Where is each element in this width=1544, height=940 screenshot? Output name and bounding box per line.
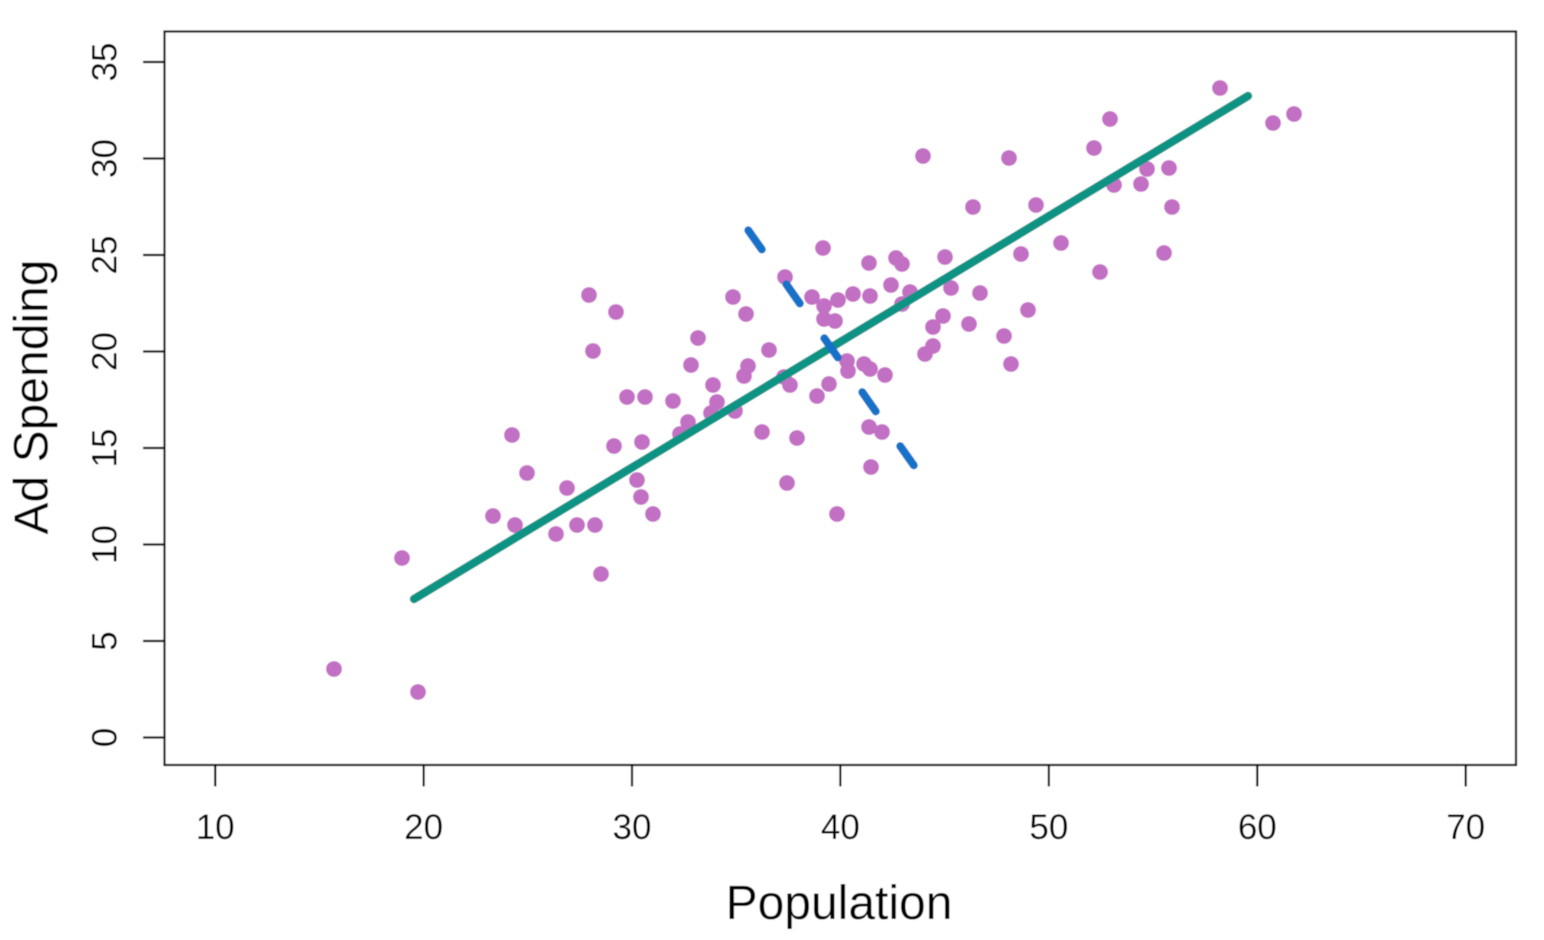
svg-text:25: 25 bbox=[86, 236, 125, 275]
svg-text:10: 10 bbox=[196, 808, 235, 847]
svg-text:Ad Spending: Ad Spending bbox=[6, 260, 59, 535]
svg-text:0: 0 bbox=[86, 728, 125, 747]
svg-text:5: 5 bbox=[86, 631, 125, 650]
svg-text:50: 50 bbox=[1029, 808, 1068, 847]
svg-text:30: 30 bbox=[86, 139, 125, 178]
svg-text:35: 35 bbox=[86, 43, 125, 82]
svg-text:30: 30 bbox=[613, 808, 652, 847]
svg-text:20: 20 bbox=[86, 332, 125, 371]
svg-text:10: 10 bbox=[86, 525, 125, 564]
svg-text:70: 70 bbox=[1446, 808, 1485, 847]
svg-text:Population: Population bbox=[726, 877, 953, 930]
svg-text:40: 40 bbox=[821, 808, 860, 847]
svg-text:15: 15 bbox=[86, 429, 125, 468]
svg-text:60: 60 bbox=[1238, 808, 1277, 847]
svg-text:20: 20 bbox=[404, 808, 443, 847]
